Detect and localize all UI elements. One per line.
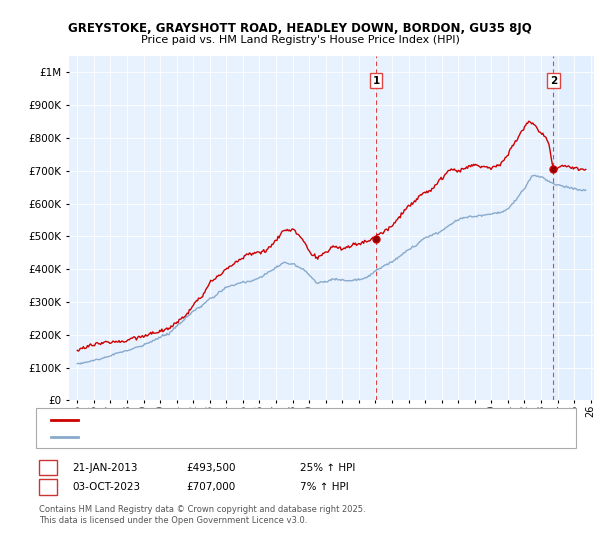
Bar — [553, 56, 590, 400]
Text: 2: 2 — [550, 76, 557, 86]
Text: 25% ↑ HPI: 25% ↑ HPI — [300, 463, 355, 473]
Text: 2: 2 — [44, 482, 52, 492]
Text: Price paid vs. HM Land Registry's House Price Index (HPI): Price paid vs. HM Land Registry's House … — [140, 35, 460, 45]
Text: 1: 1 — [44, 463, 52, 473]
Text: Contains HM Land Registry data © Crown copyright and database right 2025.
This d: Contains HM Land Registry data © Crown c… — [39, 505, 365, 525]
Text: 21-JAN-2013: 21-JAN-2013 — [72, 463, 137, 473]
Text: 1: 1 — [373, 76, 380, 86]
Text: £493,500: £493,500 — [186, 463, 235, 473]
Text: 7% ↑ HPI: 7% ↑ HPI — [300, 482, 349, 492]
Text: 03-OCT-2023: 03-OCT-2023 — [72, 482, 140, 492]
Text: £707,000: £707,000 — [186, 482, 235, 492]
Text: GREYSTOKE, GRAYSHOTT ROAD, HEADLEY DOWN, BORDON, GU35 8JQ (detached house): GREYSTOKE, GRAYSHOTT ROAD, HEADLEY DOWN,… — [81, 416, 479, 424]
Text: GREYSTOKE, GRAYSHOTT ROAD, HEADLEY DOWN, BORDON, GU35 8JQ: GREYSTOKE, GRAYSHOTT ROAD, HEADLEY DOWN,… — [68, 22, 532, 35]
Text: HPI: Average price, detached house, East Hampshire: HPI: Average price, detached house, East… — [81, 432, 320, 441]
